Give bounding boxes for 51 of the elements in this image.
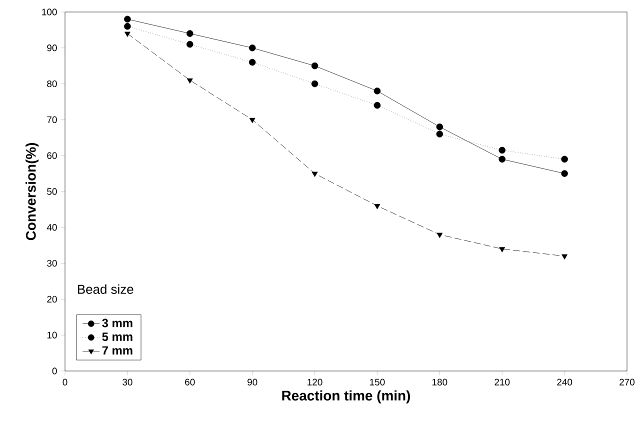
point <box>562 254 568 260</box>
point <box>374 102 381 109</box>
x-tick-label: 90 <box>248 378 258 386</box>
x-tick-label: 180 <box>432 378 448 386</box>
x-tick-label: 150 <box>370 378 385 386</box>
point <box>186 30 194 37</box>
y-tick-label: 50 <box>47 188 57 195</box>
x-tick-label: 210 <box>494 378 510 386</box>
y-tick-label: 60 <box>47 152 57 159</box>
x-tick-label: 270 <box>620 378 635 386</box>
point <box>124 32 130 37</box>
point <box>436 130 444 138</box>
point <box>498 146 506 154</box>
point <box>561 170 568 177</box>
point <box>311 62 318 70</box>
point <box>436 232 443 238</box>
x-tick-label: 0 <box>62 378 68 386</box>
y-axis-title: Conversion(%) <box>26 142 39 240</box>
y-tick-label: 20 <box>47 296 57 303</box>
point <box>248 58 256 66</box>
point <box>249 118 256 124</box>
point <box>124 16 131 23</box>
point <box>561 156 568 163</box>
y-tick-label: 90 <box>47 44 57 52</box>
y-tick-label: 0 <box>52 368 57 374</box>
x-tick-label: 120 <box>308 378 322 386</box>
y-tick-label: 10 <box>47 332 57 338</box>
point <box>436 123 444 130</box>
y-tick-label: 100 <box>42 8 57 16</box>
point <box>312 172 318 177</box>
x-tick-label: 240 <box>557 378 572 386</box>
point <box>498 156 506 163</box>
point <box>374 204 380 210</box>
legend-label: 7 mm <box>102 346 132 355</box>
legend-title: Bead size <box>78 284 134 294</box>
y-tick-label: 70 <box>47 116 57 124</box>
point <box>186 40 194 48</box>
y-tick-label: 40 <box>46 224 57 231</box>
x-axis-title: Reaction time (min) <box>282 390 410 404</box>
point <box>248 44 256 52</box>
x-tick-label: 60 <box>185 378 195 386</box>
y-tick-label: 80 <box>47 80 57 88</box>
point <box>124 22 131 30</box>
point <box>499 247 506 252</box>
legend-label: 5 mm <box>102 332 132 341</box>
y-tick-label: 30 <box>47 260 57 267</box>
x-tick-label: 30 <box>122 378 132 386</box>
point <box>311 80 318 88</box>
point <box>374 88 381 94</box>
point <box>186 78 193 84</box>
legend-label: 3 mm <box>102 318 132 328</box>
